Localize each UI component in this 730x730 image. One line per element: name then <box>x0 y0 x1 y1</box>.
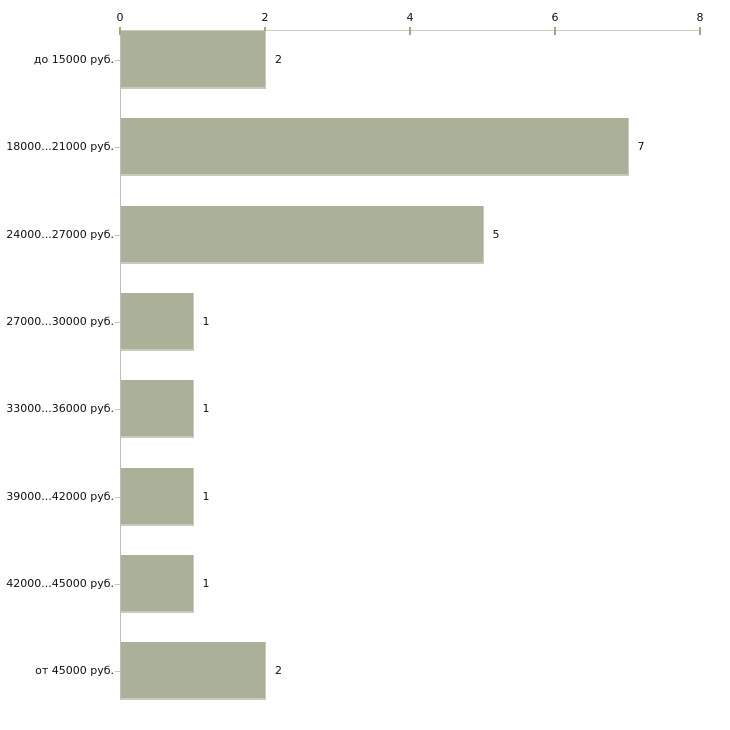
bar-value-label: 1 <box>202 489 210 503</box>
category-label: до 15000 руб. <box>33 53 114 66</box>
y-axis-tick <box>115 60 120 61</box>
bar-value-label: 7 <box>637 140 645 154</box>
bar <box>121 554 194 613</box>
category-label: 39000...42000 руб. <box>6 489 114 503</box>
bar <box>121 642 266 701</box>
x-axis-tick-label: 2 <box>261 11 269 24</box>
bar <box>121 31 266 89</box>
y-axis-tick <box>115 234 120 236</box>
x-axis-tick <box>119 27 121 35</box>
x-axis-tick <box>554 27 556 35</box>
bar-value-label: 2 <box>275 53 282 66</box>
bar-value-label: 2 <box>275 664 282 678</box>
category-label: 33000...36000 руб. <box>6 402 114 416</box>
category-label: 18000...21000 руб. <box>6 140 114 154</box>
bar <box>121 205 484 264</box>
x-axis-tick-label: 0 <box>116 11 124 24</box>
x-axis-tick-label: 6 <box>551 11 559 24</box>
bar-value-label: 1 <box>202 576 210 590</box>
x-axis-tick <box>699 27 701 35</box>
y-axis-line <box>120 30 121 700</box>
bar-value-label: 1 <box>202 314 210 328</box>
category-label: от 45000 руб. <box>35 664 114 678</box>
y-axis-tick <box>115 671 120 673</box>
category-label: 24000...27000 руб. <box>6 227 114 241</box>
bar <box>121 118 629 177</box>
bar <box>121 380 194 439</box>
category-label: 42000...45000 руб. <box>6 576 114 590</box>
y-axis-tick <box>115 583 120 585</box>
bar-value-label: 5 <box>492 227 500 241</box>
category-label: 27000...30000 руб. <box>6 314 114 328</box>
bar <box>121 292 194 351</box>
x-axis-tick-label: 4 <box>406 11 414 24</box>
y-axis-tick <box>115 409 120 411</box>
bar <box>121 467 194 526</box>
y-axis-tick <box>115 321 120 323</box>
bar-value-label: 1 <box>202 402 210 416</box>
x-axis-tick-label: 8 <box>696 11 704 24</box>
x-axis-tick <box>409 27 411 35</box>
y-axis-tick <box>115 147 120 149</box>
plot-area: 0 2 4 6 8 до 15000 руб. 2 18000...21000 руб. 7 24… <box>6 11 704 701</box>
y-axis-tick <box>115 496 120 498</box>
